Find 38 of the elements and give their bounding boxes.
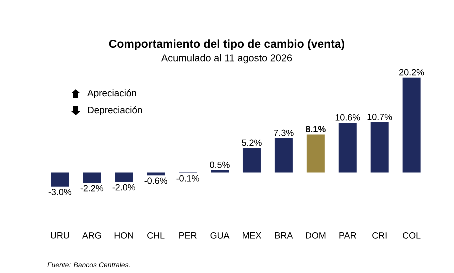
bar — [211, 170, 230, 173]
bar — [338, 122, 357, 173]
x-tick-label: COL — [403, 232, 421, 239]
x-tick-label: CHL — [148, 232, 165, 239]
bar — [306, 134, 325, 173]
bar — [402, 78, 421, 173]
data-label: -2.2% — [80, 185, 104, 192]
x-tick-label: PER — [180, 232, 197, 239]
x-tick-label: ARG — [82, 232, 102, 239]
x-tick-label: CRI — [372, 232, 387, 239]
data-label: 10.6% — [336, 114, 360, 121]
x-tick-label: HON — [114, 232, 134, 239]
data-label: 7.3% — [274, 130, 294, 136]
bar — [370, 122, 389, 173]
data-label: 8.1% — [306, 126, 326, 133]
annotation: Depreciación — [88, 106, 142, 116]
bar — [83, 172, 102, 184]
data-label: -0.6% — [144, 178, 168, 184]
bar — [274, 138, 293, 173]
data-label: 10.7% — [368, 114, 392, 120]
annotation: Apreciación — [88, 90, 136, 98]
chart-subtitle: Acumulado al 11 agosto 2026 — [161, 54, 292, 64]
data-label: -0.1% — [176, 175, 200, 182]
x-tick-label: DOM — [306, 232, 326, 239]
bar — [242, 148, 261, 173]
data-label: -2.0% — [112, 184, 136, 191]
x-tick-label: GUA — [210, 232, 230, 239]
data-label: -3.0% — [48, 189, 72, 196]
data-label: 0.5% — [210, 162, 230, 168]
x-tick-label: BRA — [275, 232, 294, 239]
chart-title: Comportamiento del tipo de cambio (venta) — [109, 40, 345, 50]
x-tick-label: PAR — [340, 232, 356, 239]
x-tick-label: MEX — [243, 232, 262, 239]
bar — [51, 172, 70, 187]
data-label: 20.2% — [400, 69, 424, 76]
bar — [115, 172, 134, 182]
data-label: 5.2% — [242, 140, 262, 146]
x-tick-label: URU — [51, 232, 70, 239]
